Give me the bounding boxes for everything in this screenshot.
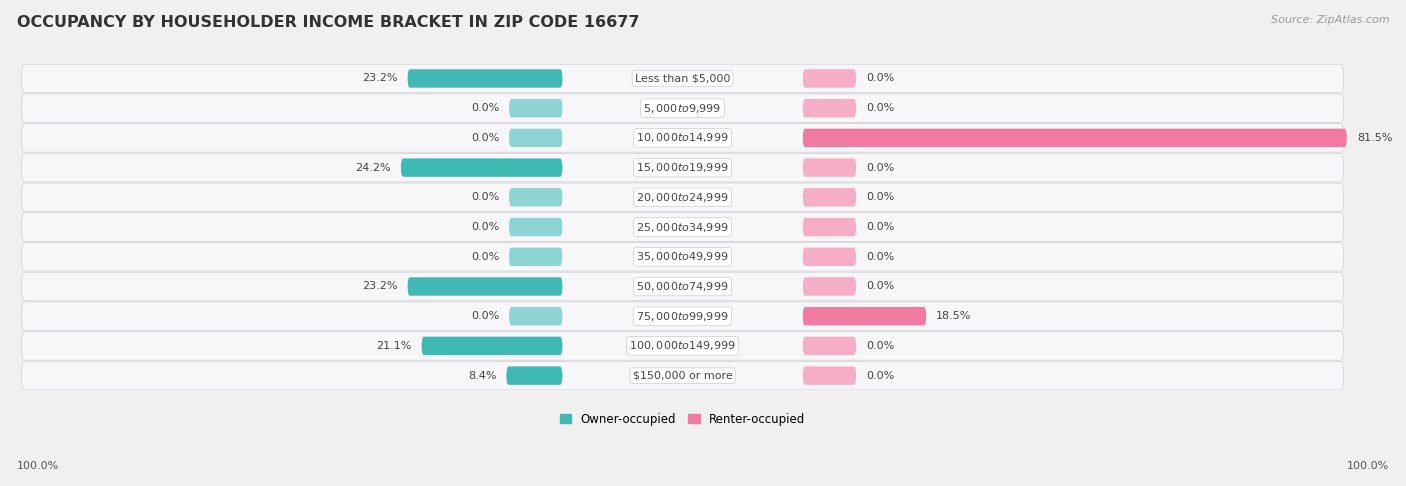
FancyBboxPatch shape xyxy=(509,218,562,236)
Text: 0.0%: 0.0% xyxy=(471,133,499,143)
Text: Less than $5,000: Less than $5,000 xyxy=(636,73,730,84)
Text: 0.0%: 0.0% xyxy=(866,163,894,173)
FancyBboxPatch shape xyxy=(506,366,562,385)
Text: $20,000 to $24,999: $20,000 to $24,999 xyxy=(637,191,728,204)
Text: 0.0%: 0.0% xyxy=(866,281,894,292)
FancyBboxPatch shape xyxy=(803,99,856,118)
FancyBboxPatch shape xyxy=(21,302,1344,330)
Text: $15,000 to $19,999: $15,000 to $19,999 xyxy=(637,161,728,174)
Text: 0.0%: 0.0% xyxy=(471,252,499,262)
FancyBboxPatch shape xyxy=(803,278,856,295)
Text: 0.0%: 0.0% xyxy=(866,192,894,202)
FancyBboxPatch shape xyxy=(509,129,562,147)
FancyBboxPatch shape xyxy=(21,183,1344,211)
Text: 100.0%: 100.0% xyxy=(17,461,59,471)
Text: 0.0%: 0.0% xyxy=(866,371,894,381)
Text: 21.1%: 21.1% xyxy=(377,341,412,351)
Text: 24.2%: 24.2% xyxy=(356,163,391,173)
FancyBboxPatch shape xyxy=(21,272,1344,301)
FancyBboxPatch shape xyxy=(803,218,856,236)
FancyBboxPatch shape xyxy=(408,69,562,87)
FancyBboxPatch shape xyxy=(21,123,1344,152)
FancyBboxPatch shape xyxy=(803,337,856,355)
Text: 0.0%: 0.0% xyxy=(866,341,894,351)
Text: $25,000 to $34,999: $25,000 to $34,999 xyxy=(637,221,728,234)
Text: 23.2%: 23.2% xyxy=(361,73,398,84)
FancyBboxPatch shape xyxy=(408,278,562,295)
Text: 0.0%: 0.0% xyxy=(866,252,894,262)
FancyBboxPatch shape xyxy=(509,188,562,207)
Text: $75,000 to $99,999: $75,000 to $99,999 xyxy=(637,310,728,323)
Text: $100,000 to $149,999: $100,000 to $149,999 xyxy=(630,339,735,352)
Text: $5,000 to $9,999: $5,000 to $9,999 xyxy=(644,102,721,115)
Text: $50,000 to $74,999: $50,000 to $74,999 xyxy=(637,280,728,293)
Text: 0.0%: 0.0% xyxy=(471,103,499,113)
Text: 8.4%: 8.4% xyxy=(468,371,496,381)
FancyBboxPatch shape xyxy=(509,247,562,266)
FancyBboxPatch shape xyxy=(21,362,1344,390)
FancyBboxPatch shape xyxy=(21,213,1344,242)
Text: 23.2%: 23.2% xyxy=(361,281,398,292)
FancyBboxPatch shape xyxy=(803,158,856,177)
FancyBboxPatch shape xyxy=(509,99,562,118)
Text: 0.0%: 0.0% xyxy=(866,73,894,84)
FancyBboxPatch shape xyxy=(803,307,927,326)
FancyBboxPatch shape xyxy=(509,307,562,326)
Text: $10,000 to $14,999: $10,000 to $14,999 xyxy=(637,131,728,144)
FancyBboxPatch shape xyxy=(803,247,856,266)
FancyBboxPatch shape xyxy=(803,366,856,385)
FancyBboxPatch shape xyxy=(803,69,856,87)
FancyBboxPatch shape xyxy=(803,188,856,207)
Text: $150,000 or more: $150,000 or more xyxy=(633,371,733,381)
FancyBboxPatch shape xyxy=(21,154,1344,182)
FancyBboxPatch shape xyxy=(401,158,562,177)
Text: 0.0%: 0.0% xyxy=(471,192,499,202)
FancyBboxPatch shape xyxy=(21,64,1344,93)
FancyBboxPatch shape xyxy=(21,94,1344,122)
FancyBboxPatch shape xyxy=(21,243,1344,271)
Legend: Owner-occupied, Renter-occupied: Owner-occupied, Renter-occupied xyxy=(555,408,810,431)
Text: 0.0%: 0.0% xyxy=(866,222,894,232)
Text: $35,000 to $49,999: $35,000 to $49,999 xyxy=(637,250,728,263)
FancyBboxPatch shape xyxy=(803,129,1347,147)
FancyBboxPatch shape xyxy=(422,337,562,355)
Text: 0.0%: 0.0% xyxy=(866,103,894,113)
Text: 100.0%: 100.0% xyxy=(1347,461,1389,471)
Text: 0.0%: 0.0% xyxy=(471,222,499,232)
Text: Source: ZipAtlas.com: Source: ZipAtlas.com xyxy=(1271,15,1389,25)
Text: OCCUPANCY BY HOUSEHOLDER INCOME BRACKET IN ZIP CODE 16677: OCCUPANCY BY HOUSEHOLDER INCOME BRACKET … xyxy=(17,15,640,30)
Text: 81.5%: 81.5% xyxy=(1357,133,1392,143)
Text: 18.5%: 18.5% xyxy=(936,311,972,321)
FancyBboxPatch shape xyxy=(21,331,1344,360)
Text: 0.0%: 0.0% xyxy=(471,311,499,321)
